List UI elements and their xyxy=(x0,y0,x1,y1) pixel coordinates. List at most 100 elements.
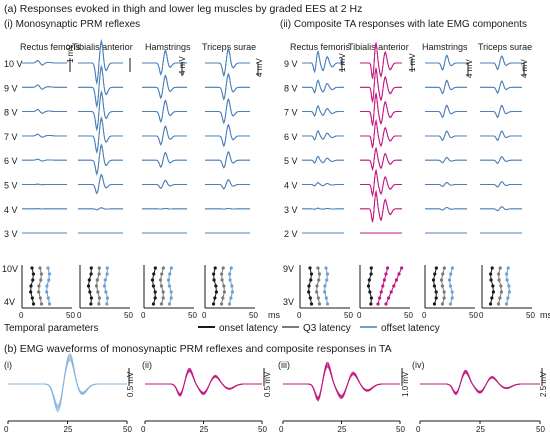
latency-unit-i: ms xyxy=(268,310,280,320)
emg-trace xyxy=(480,130,522,142)
emg-trace xyxy=(360,190,402,222)
latency-tick: 50 xyxy=(469,311,478,320)
legend-q3-label: Q3 latency xyxy=(303,323,351,334)
latency-tick: 50 xyxy=(66,311,75,320)
panel-a-i-title: (i) Monosynaptic PRM reflexes xyxy=(4,19,140,30)
grid-ii-intensity-label: 7 V xyxy=(284,108,298,118)
emg-trace xyxy=(425,130,467,142)
latency-line xyxy=(213,267,217,305)
latency-line xyxy=(46,267,50,305)
emg-trace xyxy=(480,206,522,212)
panel-b-trace xyxy=(420,372,540,393)
panel-b-trace xyxy=(8,358,127,407)
emg-trace xyxy=(360,189,402,223)
emg-trace xyxy=(302,79,344,94)
muscle-header-i-rf: Rectus femoris xyxy=(20,42,81,52)
panel-b-i-label: (i) xyxy=(4,360,12,370)
panel-b-trace xyxy=(420,370,540,395)
latency-axis-bottom-ii: 3V xyxy=(283,297,294,307)
emg-trace xyxy=(360,147,402,171)
latency-point xyxy=(167,302,172,306)
emg-trace xyxy=(360,92,402,127)
emg-trace xyxy=(302,80,344,94)
latency-unit-ii: ms xyxy=(540,310,550,320)
latency-line xyxy=(367,267,372,305)
grid-ii-intensity-label: 8 V xyxy=(284,83,298,93)
panel-b-trace xyxy=(145,369,262,396)
latency-tick: 50 xyxy=(526,311,535,320)
emg-trace xyxy=(22,59,67,66)
emg-trace xyxy=(360,119,402,149)
muscle-header-ii-ta: Tibialis anterior xyxy=(348,42,409,52)
latency-tick: 0 xyxy=(141,311,146,320)
panel-b-iv-label: (iv) xyxy=(412,360,425,370)
muscle-header-i-ts: Triceps surae xyxy=(202,42,256,52)
latency-point xyxy=(213,266,217,270)
emg-trace xyxy=(142,49,187,76)
grid-i-intensity-label: 6 V xyxy=(4,156,18,166)
panel-b-scale-2: 1.0 mV xyxy=(401,371,410,397)
emg-trace xyxy=(22,158,67,162)
panel-b-trace xyxy=(8,360,127,406)
emg-trace xyxy=(425,79,467,95)
panel-b-trace xyxy=(283,364,400,400)
grid-ii-intensity-label: 2 V xyxy=(284,229,298,239)
latency-point xyxy=(440,302,445,306)
latency-line xyxy=(221,267,225,305)
emg-trace xyxy=(360,146,402,172)
latency-point xyxy=(506,266,510,270)
emg-trace xyxy=(205,207,250,210)
emg-trace xyxy=(360,120,402,149)
latency-line xyxy=(498,267,502,305)
emg-trace xyxy=(480,156,522,165)
panel-b-tick-label: 50 xyxy=(123,425,132,433)
scale-label-i-0: 1 mV xyxy=(66,44,75,63)
panel-b-trace xyxy=(145,367,262,397)
latency-tick: 0 xyxy=(77,311,82,320)
legend-onset-label: onset latency xyxy=(219,323,278,334)
trace-grid-i: 10 V 9 V 8 V 7 V 6 V 5 V 4 V 3 V xyxy=(4,38,250,239)
panel-b-trace xyxy=(145,371,262,395)
emg-trace xyxy=(302,130,344,141)
emg-trace xyxy=(142,99,187,124)
panel-b-tick-label: 0 xyxy=(4,425,9,433)
grid-ii-intensity-label: 9 V xyxy=(284,59,298,69)
emg-trace xyxy=(302,182,344,187)
emg-trace xyxy=(205,123,250,148)
legend: Temporal parameters onset latency Q3 lat… xyxy=(4,323,440,334)
emg-trace xyxy=(360,118,402,149)
emg-trace xyxy=(360,168,402,198)
grid-i-intensity-label: 7 V xyxy=(4,132,18,142)
emg-trace xyxy=(78,38,123,86)
latency-tick: 0 xyxy=(19,311,24,320)
latency-plots-ii: 0 50 0 50 0 50 0 50 xyxy=(297,265,535,320)
emg-trace xyxy=(425,156,467,164)
panel-b-tick-label: 25 xyxy=(200,425,209,433)
latency-tick: 0 xyxy=(357,311,362,320)
latency-point xyxy=(105,302,109,306)
latency-point xyxy=(229,266,233,270)
emg-trace xyxy=(22,183,67,186)
emg-trace xyxy=(302,207,344,210)
emg-trace xyxy=(205,72,250,101)
panel-b-trace xyxy=(145,369,262,396)
legend-title: Temporal parameters xyxy=(4,323,98,334)
emg-trace xyxy=(480,55,522,71)
legend-offset-label: offset latency xyxy=(381,323,440,334)
emg-trace xyxy=(360,191,402,223)
grid-i-intensity-label: 3 V xyxy=(4,229,18,239)
latency-line xyxy=(448,267,453,305)
latency-tick: 50 xyxy=(404,311,413,320)
panel-b-title: (b) EMG waveforms of monosynaptic PRM re… xyxy=(4,343,392,355)
emg-trace xyxy=(360,148,402,171)
emg-trace xyxy=(22,133,67,138)
panel-b-tick-label: 0 xyxy=(141,425,146,433)
panel-b-trace xyxy=(420,372,540,394)
muscle-header-ii-ham: Hamstrings xyxy=(422,42,468,52)
latency-line xyxy=(432,267,437,305)
grid-i-intensity-label: 8 V xyxy=(4,108,18,118)
latency-line xyxy=(229,267,233,305)
latency-tick: 0 xyxy=(202,311,207,320)
emg-trace xyxy=(302,129,344,141)
emg-trace xyxy=(205,150,250,169)
